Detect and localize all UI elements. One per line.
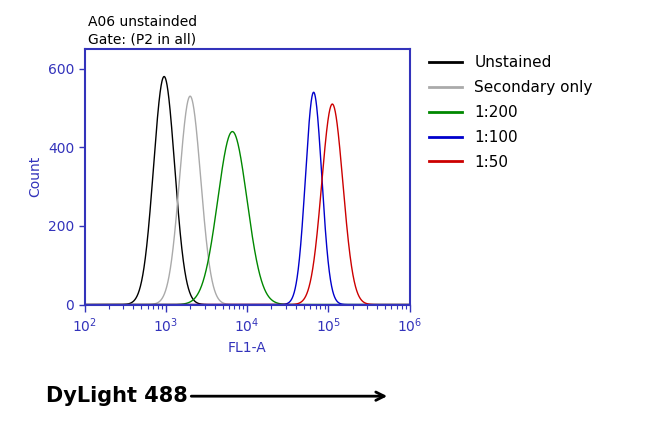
Text: A06 unstainded
Gate: (P2 in all): A06 unstainded Gate: (P2 in all): [88, 15, 197, 46]
Secondary only: [187, 94, 194, 99]
1:200: [205, 253, 213, 258]
1:100: [118, 302, 125, 307]
Secondary only: [205, 262, 213, 267]
1:50: [137, 302, 145, 307]
Text: DyLight 488: DyLight 488: [46, 386, 187, 406]
1:50: [205, 302, 213, 307]
Secondary only: [137, 302, 145, 307]
1:50: [328, 101, 336, 106]
Secondary only: [364, 302, 372, 307]
Unstained: [81, 302, 88, 307]
1:200: [364, 302, 372, 307]
1:100: [309, 90, 317, 95]
1:200: [137, 302, 145, 307]
Secondary only: [220, 300, 228, 305]
1:50: [399, 302, 407, 307]
Secondary only: [406, 302, 413, 307]
1:50: [364, 302, 372, 307]
Secondary only: [118, 302, 125, 307]
1:200: [219, 160, 227, 165]
Unstained: [406, 302, 413, 307]
Line: 1:100: 1:100: [84, 92, 410, 305]
1:100: [137, 302, 145, 307]
Unstained: [364, 302, 372, 307]
1:200: [406, 302, 413, 307]
1:200: [81, 302, 88, 307]
1:200: [399, 302, 407, 307]
1:50: [219, 302, 227, 307]
Secondary only: [81, 302, 88, 307]
Y-axis label: Count: Count: [28, 156, 42, 197]
Unstained: [137, 282, 145, 287]
Unstained: [205, 302, 213, 307]
X-axis label: FL1-A: FL1-A: [227, 340, 266, 354]
Legend: Unstained, Secondary only, 1:200, 1:100, 1:50: Unstained, Secondary only, 1:200, 1:100,…: [422, 49, 599, 176]
Unstained: [161, 74, 168, 79]
1:100: [81, 302, 88, 307]
1:100: [406, 302, 413, 307]
Line: Secondary only: Secondary only: [84, 96, 410, 305]
1:200: [118, 302, 125, 307]
Unstained: [399, 302, 407, 307]
1:200: [229, 129, 237, 134]
Unstained: [118, 302, 125, 307]
1:50: [406, 302, 413, 307]
1:100: [399, 302, 407, 307]
Line: 1:50: 1:50: [84, 104, 410, 305]
Line: Unstained: Unstained: [84, 77, 410, 305]
1:50: [81, 302, 88, 307]
1:50: [118, 302, 125, 307]
Unstained: [220, 302, 228, 307]
Line: 1:200: 1:200: [84, 132, 410, 305]
1:100: [219, 302, 227, 307]
1:100: [205, 302, 213, 307]
1:100: [364, 302, 372, 307]
Secondary only: [399, 302, 407, 307]
